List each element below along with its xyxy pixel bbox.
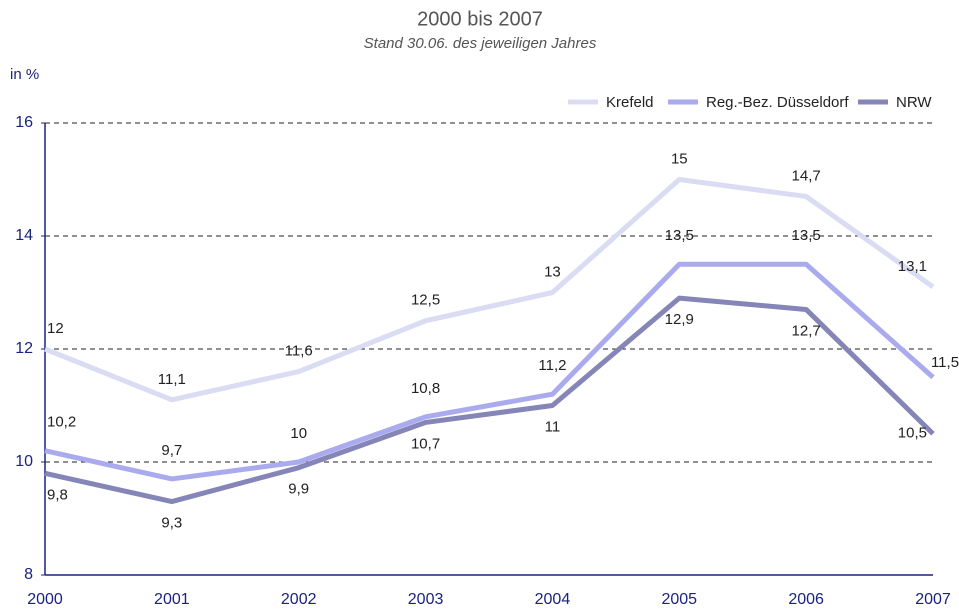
data-label: 13,1 — [898, 258, 927, 275]
data-label: 12 — [47, 320, 64, 337]
x-tick-label: 2004 — [535, 591, 571, 608]
data-label: 10,2 — [47, 414, 76, 431]
data-label: 13,5 — [792, 227, 821, 244]
legend-label: Reg.-Bez. Düsseldorf — [706, 94, 849, 111]
data-label: 10,8 — [411, 380, 440, 397]
data-label: 12,7 — [792, 322, 821, 339]
y-tick-label: 16 — [15, 114, 33, 131]
data-label: 9,7 — [161, 442, 182, 459]
x-tick-label: 2007 — [915, 591, 951, 608]
data-label: 9,3 — [161, 515, 182, 532]
data-label: 9,9 — [288, 481, 309, 498]
line-series — [44, 261, 935, 482]
data-label: 11,6 — [285, 343, 313, 360]
chart-subtitle: Stand 30.06. des jeweiligen Jahres — [364, 35, 597, 52]
data-label: 14,7 — [792, 167, 821, 184]
data-label: 11,5 — [931, 354, 959, 371]
data-label: 15 — [671, 150, 688, 167]
y-tick-label: 10 — [15, 453, 33, 470]
y-tick-label: 8 — [24, 566, 33, 583]
data-label: 13,5 — [665, 227, 694, 244]
y-axis-label: in % — [10, 66, 39, 83]
x-tick-label: 2006 — [788, 591, 824, 608]
legend-label: NRW — [896, 94, 932, 111]
x-tick-label: 2000 — [27, 591, 63, 608]
legend-label: Krefeld — [606, 94, 654, 111]
data-label: 12,5 — [411, 292, 440, 309]
data-label: 11,1 — [158, 371, 186, 388]
data-label: 12,9 — [665, 311, 694, 328]
x-tick-label: 2005 — [661, 591, 697, 608]
y-tick-label: 14 — [15, 227, 33, 244]
data-label: 10,7 — [411, 435, 440, 452]
line-series — [44, 177, 935, 403]
x-tick-label: 2001 — [154, 591, 190, 608]
x-tick-label: 2003 — [408, 591, 444, 608]
line-series — [44, 295, 935, 505]
data-label: 9,8 — [47, 486, 68, 503]
data-label: 11 — [545, 418, 561, 435]
x-tick-label: 2002 — [281, 591, 317, 608]
y-tick-label: 12 — [15, 340, 33, 357]
data-label: 10,5 — [898, 425, 927, 442]
data-label: 11,2 — [538, 357, 566, 374]
chart-title: 2000 bis 2007 — [417, 8, 543, 30]
data-label: 10 — [290, 425, 307, 442]
data-label: 13 — [544, 263, 561, 280]
